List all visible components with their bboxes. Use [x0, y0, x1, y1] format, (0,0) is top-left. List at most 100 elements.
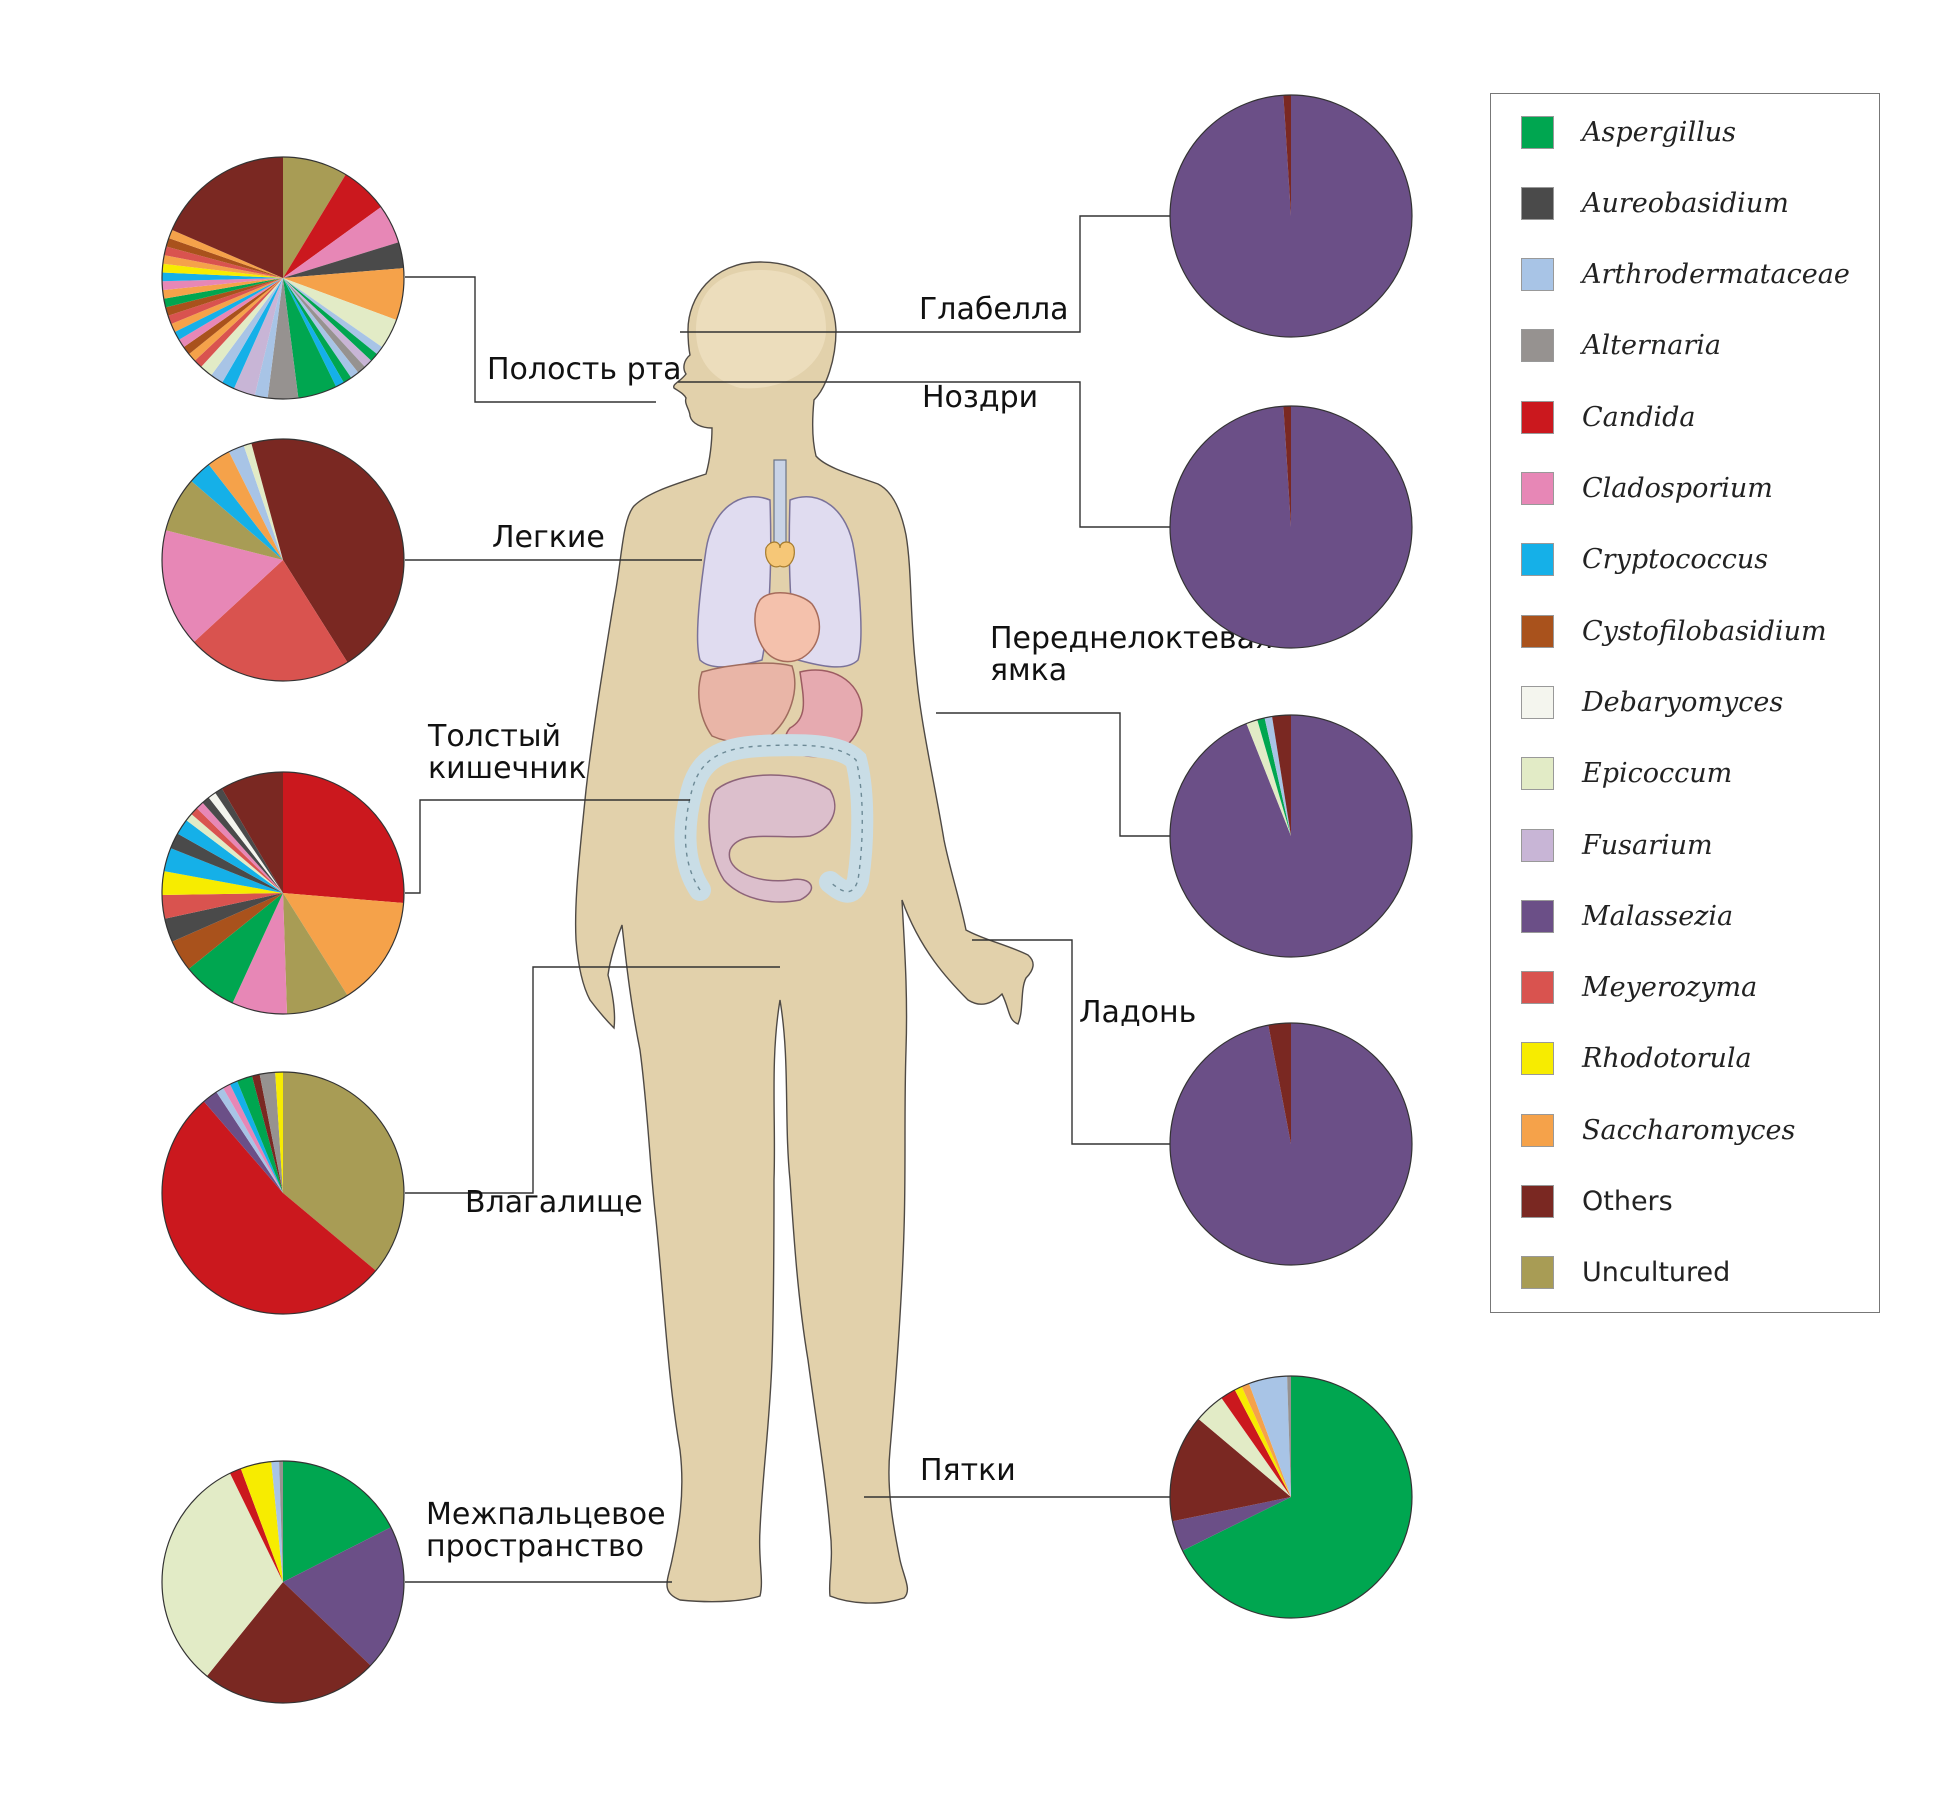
pie-slice-large-intestine-aureobasidium [202, 797, 283, 893]
pie-slice-vagina-aspergillus [237, 1076, 283, 1193]
pie-large-intestine [161, 771, 405, 1015]
pie-slice-palm-malassezia [1169, 1023, 1412, 1265]
pie-slice-glabella-others [1283, 95, 1291, 216]
pie-slice-large-intestine-debaryomyces [208, 792, 283, 893]
legend-swatch [1521, 543, 1554, 577]
pie-slice-oral-arthrodermataceae [283, 278, 359, 378]
legend-item-arthrodermataceae: Arthrodermataceae [1521, 257, 1850, 293]
leader-line-oral [405, 276, 656, 403]
pie-slice-large-intestine-cladosporium [196, 802, 283, 893]
pie-slice-large-intestine-aureobasidium [170, 833, 283, 893]
pie-outline-lungs [161, 438, 405, 682]
pie-slice-antecubital-fossa-epicoccum [1246, 719, 1291, 836]
legend-label: Candida [1582, 401, 1696, 433]
legend-label: Epicoccum [1582, 758, 1733, 790]
legend-item-aureobasidium: Aureobasidium [1521, 185, 1789, 221]
legend-label: Aspergillus [1582, 116, 1736, 148]
pie-slice-large-intestine-aspergillus [188, 893, 283, 1003]
legend-label: Debaryomyces [1582, 686, 1784, 718]
legend-swatch [1521, 971, 1554, 1005]
pie-slice-oral-cystofilobasidium [183, 278, 283, 355]
legend-label: Fusarium [1582, 829, 1713, 861]
site-label-vagina: Влагалище [465, 1185, 643, 1220]
legend-swatch [1521, 400, 1554, 434]
pie-outline-large-intestine [161, 771, 405, 1015]
pie-slice-antecubital-fossa-others [1272, 715, 1291, 836]
pie-slice-lungs-saccharomyces [208, 451, 283, 560]
pie-slice-oral-cystofilobasidium [165, 278, 283, 316]
leader-lines [405, 215, 1170, 1583]
pie-glabella [1169, 94, 1413, 338]
site-label-lungs: Легкие [492, 520, 605, 555]
site-label-large-intestine: Толстый [427, 719, 561, 754]
pie-slice-heel-rhodotorula [1234, 1386, 1291, 1497]
leader-line-antecubital-fossa [936, 712, 1170, 837]
pie-slice-vagina-rhodotorula [275, 1072, 283, 1193]
pie-slice-large-intestine-candida [283, 772, 405, 903]
pie-slice-toe-web-candida [230, 1468, 283, 1582]
pie-vagina [161, 1071, 405, 1315]
pie-slice-toe-web-malassezia [283, 1527, 405, 1666]
pie-slice-heel-arthrodermataceae [1249, 1376, 1291, 1497]
pie-slice-antecubital-fossa-arthrodermataceae [1264, 716, 1291, 836]
legend-label: Malassezia [1582, 900, 1734, 932]
pie-slice-large-intestine-meyerozyma [162, 893, 283, 919]
legend-swatch [1521, 1113, 1554, 1147]
pie-slice-lungs-others [283, 439, 405, 663]
pie-slice-oral-saccharomyces [188, 278, 283, 361]
pie-slice-oral-uncultured [283, 157, 346, 278]
leader-line-nostrils [678, 381, 1170, 528]
pie-slice-nostrils-others [1283, 406, 1291, 527]
pie-slice-large-intestine-meyerozyma [191, 808, 283, 893]
legend-swatch [1521, 1256, 1554, 1290]
pie-slice-large-intestine-aureobasidium [215, 788, 283, 893]
legend-item-saccharomyces: Saccharomyces [1521, 1112, 1795, 1148]
legend-item-cryptococcus: Cryptococcus [1521, 542, 1768, 578]
pie-slice-oral-candida [283, 174, 382, 278]
pie-slice-vagina-candida [161, 1101, 376, 1315]
legend-item-aspergillus: Aspergillus [1521, 114, 1736, 150]
pie-slice-nostrils-malassezia [1170, 406, 1413, 648]
pie-lungs [161, 438, 405, 682]
pie-slice-oral-meyerozyma [164, 246, 283, 278]
pie-slice-oral-fusarium [233, 278, 283, 396]
legend-label: Uncultured [1582, 1257, 1731, 1289]
leader-line-palm [972, 939, 1170, 1145]
pie-slice-vagina-cryptococcus [230, 1081, 283, 1193]
pie-slice-toe-web-rhodotorula [240, 1461, 283, 1582]
heart [754, 592, 821, 663]
pie-slice-oral-fusarium [283, 278, 372, 367]
pie-slice-oral-aureobasidium [283, 242, 404, 278]
legend-swatch [1521, 614, 1554, 648]
pie-slice-toe-web-epicoccum [161, 1473, 283, 1677]
pie-slice-oral-saccharomyces [283, 268, 405, 320]
leader-line-large-intestine [405, 799, 690, 894]
pie-slice-oral-meyerozyma [168, 278, 283, 325]
pie-slice-oral-aspergillus [163, 278, 283, 308]
pie-slice-oral-arthrodermataceae [254, 278, 283, 399]
site-label-glabella: Глабелла [919, 292, 1069, 327]
pie-slice-large-intestine-cystofilobasidium [172, 893, 283, 969]
pie-slice-lungs-cladosporium [161, 530, 283, 642]
pie-slice-oral-epicoccum [283, 278, 397, 348]
pie-slice-palm-others [1268, 1023, 1291, 1144]
legend-item-rhodotorula: Rhodotorula [1521, 1041, 1752, 1077]
pie-charts [161, 94, 1413, 1704]
pie-slice-vagina-arthrodermataceae [216, 1087, 283, 1193]
pie-slice-toe-web-others [206, 1582, 371, 1704]
legend-item-candida: Candida [1521, 399, 1695, 435]
pie-slice-vagina-malassezia [203, 1091, 283, 1193]
pie-slice-oral-cladosporium [178, 278, 283, 348]
legend-swatch [1521, 115, 1554, 149]
pie-outline-palm [1169, 1022, 1413, 1266]
legend-swatch [1521, 685, 1554, 719]
pie-slice-lungs-epicoccum [243, 443, 283, 560]
legend-label: Arthrodermataceae [1582, 259, 1850, 291]
site-label-antecubital-fossa: ямка [990, 653, 1067, 688]
pie-slice-large-intestine-uncultured [283, 893, 348, 1014]
legend-label: Rhodotorula [1582, 1043, 1752, 1075]
pie-slice-oral-aspergillus [283, 278, 337, 399]
pie-slice-oral-cryptococcus [222, 278, 283, 389]
pie-slice-oral-cryptococcus [174, 278, 283, 340]
